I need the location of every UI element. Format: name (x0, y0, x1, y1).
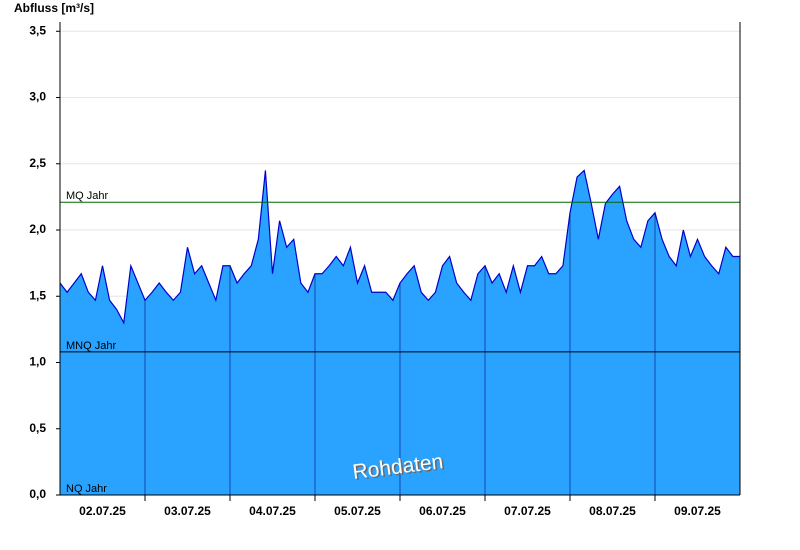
reference-label: MNQ Jahr (66, 340, 116, 352)
chart-title: Abfluss [m³/s] (14, 1, 94, 15)
x-tick-label: 08.07.25 (589, 504, 636, 518)
x-tick-label: 02.07.25 (79, 504, 126, 518)
reference-label: MQ Jahr (66, 190, 109, 202)
x-tick-label: 03.07.25 (164, 504, 211, 518)
y-tick-label: 0,0 (29, 487, 46, 501)
x-tick-label: 04.07.25 (249, 504, 296, 518)
y-tick-label: 3,5 (29, 23, 46, 37)
y-tick-label: 2,5 (29, 156, 46, 170)
y-tick-label: 1,0 (29, 355, 46, 369)
reference-label: NQ Jahr (66, 483, 107, 495)
line (59, 169, 740, 325)
y-tick-label: 3,0 (29, 90, 46, 104)
x-tick-label: 07.07.25 (504, 504, 551, 518)
y-tick-label: 2,0 (29, 222, 46, 236)
x-tick-label: 06.07.25 (419, 504, 466, 518)
y-tick-label: 0,5 (29, 421, 46, 435)
y-tick-label: 1,5 (29, 288, 46, 302)
x-tick-label: 05.07.25 (334, 504, 381, 518)
x-tick-label: 09.07.25 (674, 504, 721, 518)
